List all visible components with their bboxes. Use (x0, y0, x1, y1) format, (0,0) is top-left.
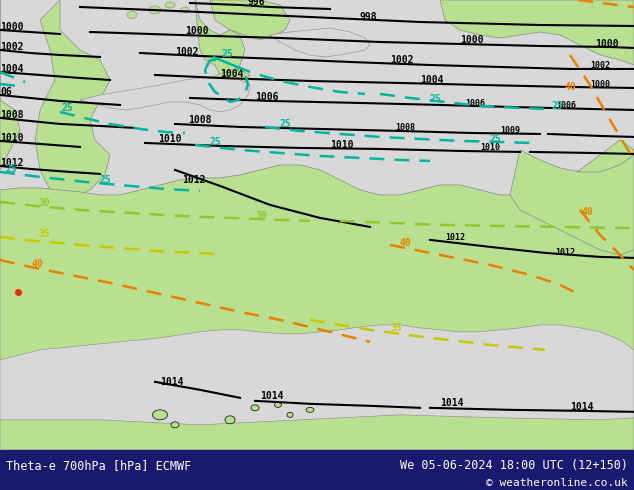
Ellipse shape (127, 11, 137, 19)
Polygon shape (195, 70, 250, 95)
Polygon shape (195, 0, 245, 80)
Text: 1002: 1002 (590, 61, 610, 70)
Text: 1014: 1014 (260, 391, 283, 401)
Polygon shape (0, 140, 634, 450)
Text: 1000: 1000 (595, 39, 619, 49)
Text: 06: 06 (0, 87, 12, 97)
Polygon shape (440, 0, 634, 65)
Text: © weatheronline.co.uk: © weatheronline.co.uk (486, 478, 628, 488)
Text: 40: 40 (565, 82, 577, 92)
Text: 1010: 1010 (330, 140, 354, 150)
Polygon shape (510, 150, 634, 255)
Text: 1014: 1014 (570, 402, 593, 412)
Text: 40: 40 (580, 0, 592, 2)
Polygon shape (80, 78, 250, 112)
Text: 1012: 1012 (0, 158, 23, 168)
Text: 1012: 1012 (445, 233, 465, 242)
Text: 25: 25 (430, 94, 442, 104)
Text: 40: 40 (582, 207, 594, 217)
Polygon shape (0, 325, 634, 425)
Text: 1002: 1002 (390, 55, 413, 65)
Text: 1009: 1009 (500, 126, 520, 135)
Text: 1008: 1008 (188, 115, 212, 125)
Text: 1004: 1004 (0, 64, 23, 74)
Polygon shape (210, 0, 290, 40)
Ellipse shape (225, 416, 235, 424)
Text: 1010: 1010 (480, 143, 500, 152)
Ellipse shape (251, 405, 259, 411)
Text: 1010: 1010 (0, 133, 23, 143)
Text: 1000: 1000 (0, 22, 23, 32)
Text: 996: 996 (248, 0, 266, 7)
Ellipse shape (275, 402, 281, 407)
Text: 25: 25 (5, 164, 16, 174)
Text: 1000: 1000 (185, 26, 209, 36)
Ellipse shape (165, 2, 175, 8)
Text: 1006: 1006 (556, 101, 576, 110)
Text: 30: 30 (38, 198, 49, 208)
Text: 1008: 1008 (0, 110, 23, 120)
Text: 40: 40 (32, 259, 44, 269)
Text: 25: 25 (222, 49, 234, 59)
Ellipse shape (171, 422, 179, 428)
Ellipse shape (149, 6, 161, 14)
Polygon shape (270, 28, 370, 57)
Text: 25: 25 (490, 134, 501, 144)
Text: 35: 35 (390, 323, 402, 333)
Text: 1002: 1002 (0, 42, 23, 52)
Text: 30: 30 (255, 211, 267, 221)
Ellipse shape (153, 410, 167, 420)
Polygon shape (35, 0, 110, 200)
Text: 25: 25 (552, 101, 564, 111)
Text: 1012: 1012 (555, 248, 575, 257)
Ellipse shape (306, 407, 314, 412)
Ellipse shape (287, 413, 293, 417)
Text: 1012: 1012 (182, 175, 205, 185)
Text: 1010: 1010 (158, 134, 181, 144)
Text: 1014: 1014 (160, 377, 183, 387)
Text: 40: 40 (400, 238, 411, 248)
Text: 1006: 1006 (255, 92, 278, 102)
Text: 1006: 1006 (465, 99, 485, 108)
Text: 998: 998 (360, 12, 378, 22)
Text: 25: 25 (100, 175, 112, 185)
Text: 25: 25 (280, 119, 292, 129)
Text: 1004: 1004 (220, 69, 243, 79)
Text: We 05-06-2024 18:00 UTC (12+150): We 05-06-2024 18:00 UTC (12+150) (399, 459, 628, 471)
Text: 1000: 1000 (590, 80, 610, 89)
Text: 1000: 1000 (460, 35, 484, 45)
Text: 1004: 1004 (420, 75, 444, 85)
Text: 1014: 1014 (440, 398, 463, 408)
Text: 25: 25 (62, 103, 74, 113)
Text: 1002: 1002 (175, 47, 198, 57)
Text: 1008: 1008 (395, 123, 415, 132)
Text: 35: 35 (38, 229, 49, 239)
Ellipse shape (181, 7, 189, 13)
Text: Theta-e 700hPa [hPa] ECMWF: Theta-e 700hPa [hPa] ECMWF (6, 459, 191, 471)
Text: 25: 25 (210, 137, 222, 147)
Polygon shape (0, 0, 20, 170)
